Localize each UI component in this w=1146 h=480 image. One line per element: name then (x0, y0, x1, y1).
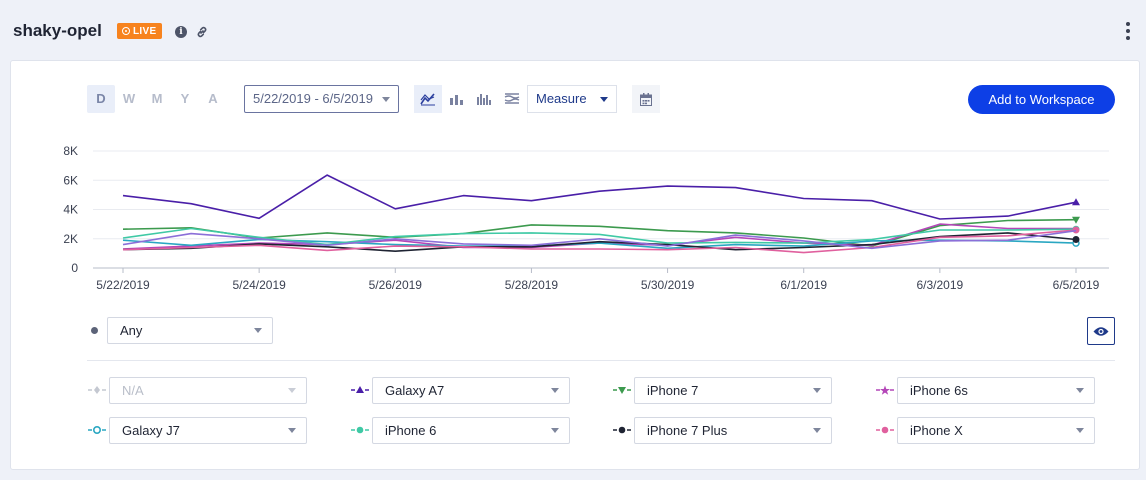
legend-item: iPhone 7 (612, 377, 832, 404)
filter-dropdown[interactable]: Any (107, 317, 273, 344)
range-week-button[interactable]: W (122, 91, 136, 106)
x-tick-label: 6/3/2019 (916, 278, 963, 292)
legend-marker-icon (351, 386, 369, 393)
legend-series-dropdown[interactable]: iPhone 7 Plus (634, 417, 832, 444)
legend-marker-icon (88, 386, 106, 394)
chevron-down-icon (813, 428, 821, 433)
legend-series-dropdown[interactable]: Galaxy A7 (372, 377, 570, 404)
stream-chart-icon[interactable] (498, 85, 526, 113)
legend-series-label: N/A (122, 383, 144, 398)
add-to-workspace-button[interactable]: Add to Workspace (968, 85, 1115, 114)
series-line (122, 229, 1077, 254)
info-icon[interactable]: i (175, 26, 187, 38)
divider (87, 360, 1115, 361)
series-line (122, 232, 1077, 252)
legend-marker-icon (613, 387, 631, 394)
series-line (122, 229, 1077, 250)
measure-label: Measure (536, 91, 587, 106)
chevron-down-icon (551, 428, 559, 433)
calendar-icon[interactable] (632, 85, 660, 113)
range-all-button[interactable]: A (208, 91, 218, 106)
x-tick-label: 5/26/2019 (369, 278, 423, 292)
legend-series-label: Galaxy A7 (385, 383, 445, 398)
x-tick-label: 5/24/2019 (232, 278, 286, 292)
legend-series-label: Galaxy J7 (122, 423, 180, 438)
chevron-down-icon (1076, 388, 1084, 393)
chevron-down-icon (254, 328, 262, 333)
legend-marker-icon (876, 385, 894, 395)
legend-item: iPhone 7 Plus (612, 417, 832, 444)
chevron-down-icon (382, 97, 390, 102)
legend-item: iPhone 6s (875, 377, 1095, 404)
chevron-down-icon (551, 388, 559, 393)
visibility-toggle-button[interactable] (1087, 317, 1115, 345)
range-month-button[interactable]: M (151, 91, 163, 106)
y-tick-label: 2K (63, 232, 78, 246)
y-tick-label: 6K (63, 173, 78, 187)
legend-series-dropdown[interactable]: Galaxy J7 (109, 417, 307, 444)
x-tick-label: 5/22/2019 (96, 278, 150, 292)
date-range-dropdown[interactable]: 5/22/2019 - 6/5/2019 (244, 85, 399, 113)
series-end-marker (1072, 226, 1080, 234)
filter-value: Any (120, 323, 143, 338)
series-end-marker (1072, 235, 1080, 243)
chart-card: D W M Y A 5/22/2019 - 6/5/2019 Measure A… (10, 60, 1140, 470)
legend-series-dropdown[interactable]: iPhone 7 (634, 377, 832, 404)
legend-series-label: iPhone X (910, 423, 963, 438)
line-chart-icon[interactable] (414, 85, 442, 113)
series-end-marker (1072, 216, 1080, 224)
legend-series-dropdown[interactable]: iPhone 6s (897, 377, 1095, 404)
date-range-value: 5/22/2019 - 6/5/2019 (253, 91, 373, 106)
legend-series-dropdown[interactable]: iPhone 6 (372, 417, 570, 444)
y-tick-label: 0 (71, 261, 78, 275)
legend-series-label: iPhone 7 Plus (647, 423, 728, 438)
legend-marker-icon (351, 426, 369, 434)
eye-icon (1093, 326, 1109, 336)
legend-item: iPhone X (875, 417, 1095, 444)
legend-series-dropdown[interactable]: iPhone X (897, 417, 1095, 444)
measure-dropdown[interactable]: Measure (527, 85, 617, 113)
widget-header: shaky-opel LIVE i (0, 0, 1146, 60)
legend-series-label: iPhone 7 (647, 383, 699, 398)
range-year-button[interactable]: Y (180, 91, 190, 106)
chevron-down-icon (288, 428, 296, 433)
link-icon[interactable] (195, 25, 209, 39)
legend-item: Galaxy J7 (87, 417, 307, 444)
legend-marker-icon (88, 425, 106, 435)
chevron-down-icon (288, 388, 296, 393)
legend-series-dropdown[interactable]: N/A (109, 377, 307, 404)
legend-series-label: iPhone 6 (385, 423, 437, 438)
chevron-down-icon (1076, 428, 1084, 433)
series-end-marker (1072, 198, 1080, 206)
x-tick-label: 5/28/2019 (505, 278, 559, 292)
stacked-bar-chart-icon[interactable] (470, 85, 498, 113)
legend-item: N/A (87, 377, 307, 404)
chevron-down-icon (813, 388, 821, 393)
legend-item: iPhone 6 (350, 417, 570, 444)
legend-marker-icon (613, 426, 631, 434)
legend-series-label: iPhone 6s (910, 383, 968, 398)
bar-chart-icon[interactable] (442, 85, 470, 113)
x-tick-label: 6/5/2019 (1053, 278, 1100, 292)
series-line (122, 174, 1077, 220)
live-dot-icon (122, 27, 130, 35)
live-label: LIVE (133, 25, 157, 37)
y-tick-label: 8K (63, 144, 78, 158)
time-range-selector: D W M Y A (87, 85, 227, 113)
x-tick-label: 5/30/2019 (641, 278, 695, 292)
legend-item: Galaxy A7 (350, 377, 570, 404)
range-day-button[interactable]: D (87, 85, 115, 113)
line-chart: 0 2K 4K 6K 8K 5/22/2019 5/24/2019 5/26/2019 5/28… (63, 144, 1109, 292)
legend-marker-icon (876, 426, 894, 434)
chevron-down-icon (600, 97, 608, 102)
widget-title: shaky-opel (13, 21, 102, 40)
filter-dot-icon (91, 327, 98, 334)
live-badge: LIVE (117, 23, 163, 39)
x-tick-label: 6/1/2019 (780, 278, 827, 292)
y-tick-label: 4K (63, 203, 78, 217)
series-line (122, 227, 1077, 246)
more-options-icon[interactable] (1120, 22, 1136, 40)
